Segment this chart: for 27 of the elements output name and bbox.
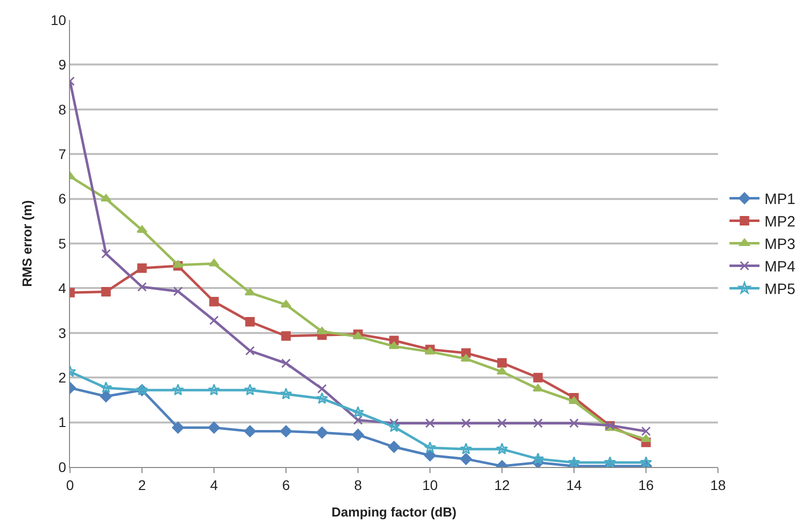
y-tick-label: 7 xyxy=(58,146,66,162)
y-tick-label: 4 xyxy=(58,280,66,296)
x-axis-title: Damping factor (dB) xyxy=(332,504,456,520)
y-tick-label: 10 xyxy=(50,12,66,28)
y-tick-label: 8 xyxy=(58,101,66,118)
y-tick-label: 5 xyxy=(58,235,66,252)
x-tick-label: 16 xyxy=(638,476,654,493)
legend-label: MP1 xyxy=(764,191,796,208)
x-tick-label: 14 xyxy=(566,476,582,493)
y-tick-label: 1 xyxy=(58,414,66,430)
x-tick-label: 8 xyxy=(354,476,362,493)
y-axis-title: RMS error (m) xyxy=(20,200,35,287)
y-tick-label: 3 xyxy=(58,324,66,341)
x-tick-label: 2 xyxy=(138,476,146,493)
y-tick-label: 6 xyxy=(58,190,66,207)
x-tick-label: 12 xyxy=(494,476,510,493)
x-tick-label: 18 xyxy=(710,476,726,493)
x-tick-label: 6 xyxy=(282,476,290,493)
x-tick-label: 4 xyxy=(210,476,218,493)
legend-label: MP3 xyxy=(764,236,796,254)
x-tick-label: 10 xyxy=(422,476,438,493)
y-tick-label: 0 xyxy=(58,458,66,475)
legend-label: MP4 xyxy=(764,258,796,276)
legend-label: MP2 xyxy=(764,214,796,231)
y-tick-label: 2 xyxy=(58,370,66,386)
y-tick-label: 9 xyxy=(58,56,66,73)
legend-label: MP5 xyxy=(764,281,796,298)
